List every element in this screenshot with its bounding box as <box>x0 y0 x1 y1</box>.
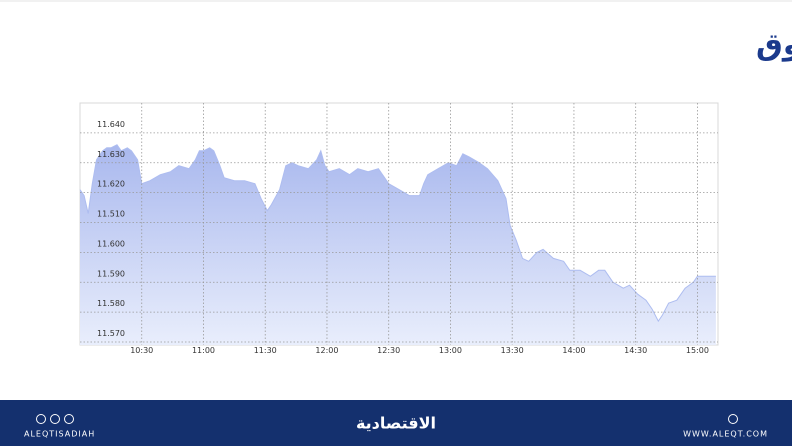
x-tick-label: 11:30 <box>254 346 277 355</box>
y-tick-label: 11.580 <box>97 299 125 308</box>
x-tick-label: 11:00 <box>192 346 215 355</box>
footer-handle: ALEQTISADIAH <box>24 430 95 439</box>
area <box>80 144 716 345</box>
web-icon <box>728 414 738 424</box>
x-tick-label: 10:30 <box>130 346 153 355</box>
footer-website: WWW.ALEQT.COM <box>683 430 768 439</box>
y-tick-label: 11.510 <box>97 210 125 219</box>
footer-logo: الاقتصادية <box>356 414 436 433</box>
social-icons <box>36 414 74 424</box>
y-tick-label: 11.620 <box>97 180 125 189</box>
x-tick-label: 14:00 <box>562 346 585 355</box>
y-tick-label: 11.640 <box>97 120 125 129</box>
x-tick-label: 13:00 <box>439 346 462 355</box>
area-line <box>79 144 716 323</box>
x-tick-label: 13:30 <box>501 346 524 355</box>
y-tick-label: 11.630 <box>97 150 125 159</box>
x-tick-label: 14:30 <box>624 346 647 355</box>
chart-title: مؤشر السوق <box>756 28 792 63</box>
x-tick-label: 12:30 <box>377 346 400 355</box>
y-tick-label: 11.590 <box>97 269 125 278</box>
footer-band <box>0 400 792 446</box>
y-tick-label: 11.600 <box>97 239 125 248</box>
x-tick-label: 15:00 <box>686 346 709 355</box>
y-tick-label: 11.570 <box>97 329 125 338</box>
x-tick-label: 12:00 <box>315 346 338 355</box>
